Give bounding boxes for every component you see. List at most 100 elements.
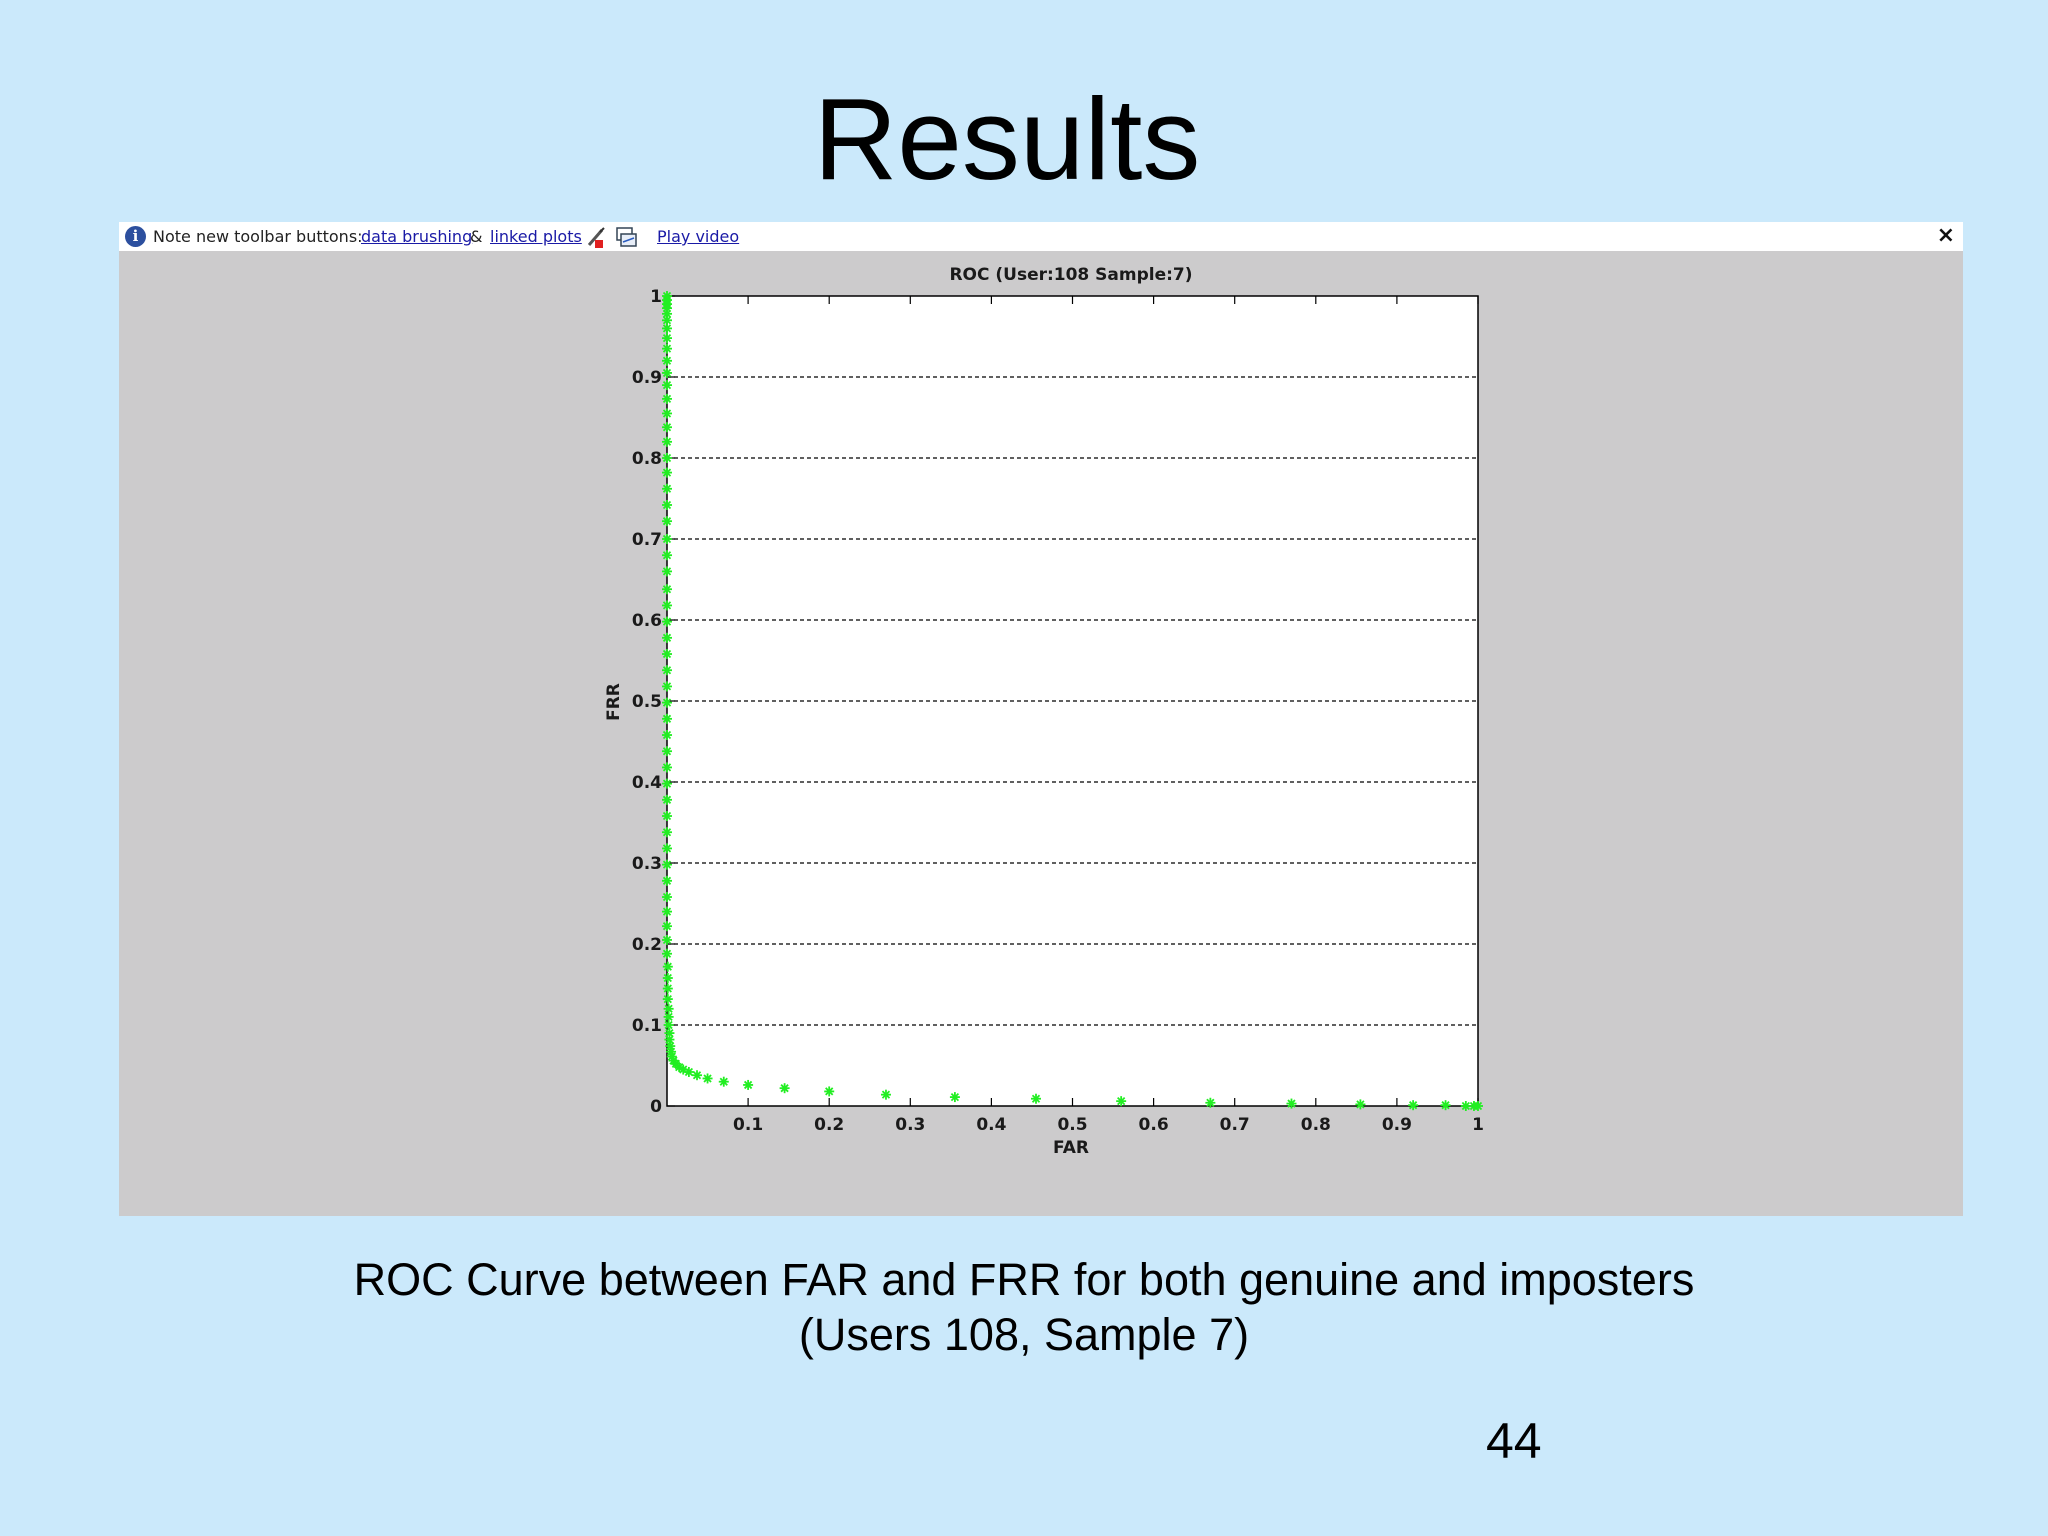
caption-line-2: (Users 108, Sample 7) [798, 1309, 1250, 1360]
roc-point [662, 380, 672, 391]
roc-point [662, 566, 672, 577]
roc-point [662, 983, 673, 994]
y-tick-label: 0.7 [632, 530, 662, 550]
toolbar-ampersand: & [470, 227, 483, 246]
roc-point [663, 1020, 674, 1030]
x-tick-label: 0.5 [1057, 1115, 1087, 1135]
roc-point [662, 697, 672, 708]
roc-point [1440, 1100, 1451, 1111]
roc-point [683, 1066, 694, 1077]
roc-point [1116, 1096, 1127, 1107]
roc-point [662, 921, 672, 932]
roc-point [662, 811, 672, 822]
roc-markers [662, 291, 1483, 1111]
roc-point [662, 616, 672, 627]
play-video-link[interactable]: Play video [657, 227, 740, 246]
roc-point [663, 1011, 674, 1022]
info-icon: i [125, 226, 146, 247]
x-tick-labels: 0.1 0.2 0.3 0.4 0.5 0.6 0.7 0.8 0.9 1 [733, 1115, 1484, 1135]
roc-point [1286, 1098, 1297, 1109]
roc-point [662, 713, 672, 724]
y-tick-label: 0.8 [632, 449, 662, 469]
roc-point [702, 1073, 713, 1084]
y-axis-label: FRR [604, 683, 624, 721]
roc-point [662, 584, 672, 595]
roc-point [662, 323, 672, 334]
roc-point [662, 948, 672, 959]
linked-plots-icon[interactable] [614, 225, 638, 249]
roc-point [662, 906, 672, 917]
roc-point [662, 600, 672, 611]
roc-point [662, 681, 672, 692]
y-tick-label: 0.4 [632, 773, 662, 793]
roc-point [662, 778, 672, 789]
y-tick-label: 0.9 [632, 368, 662, 388]
roc-point [662, 367, 672, 378]
roc-point [662, 730, 672, 741]
y-tick-label: 0.2 [632, 935, 662, 955]
x-tick-label: 0.2 [814, 1115, 844, 1135]
x-tick-label: 1 [1472, 1115, 1484, 1135]
roc-point [662, 534, 672, 544]
roc-point [662, 973, 673, 984]
roc-point [662, 499, 672, 510]
roc-point [662, 961, 673, 972]
x-tick-label: 0.9 [1382, 1115, 1412, 1135]
roc-point [662, 393, 672, 404]
roc-point [662, 516, 672, 527]
roc-point [692, 1070, 703, 1081]
y-tick-labels: 0 0.1 0.2 0.3 0.4 0.5 0.6 0.7 0.8 0.9 1 [632, 287, 662, 1117]
data-brush-icon[interactable] [583, 225, 607, 249]
roc-point [662, 746, 672, 757]
close-icon[interactable]: × [1936, 223, 1955, 248]
toolbar-note-text: Note new toolbar buttons: [153, 227, 363, 246]
roc-point [662, 762, 672, 773]
roc-point [880, 1089, 891, 1100]
x-tick-label: 0.1 [733, 1115, 763, 1135]
roc-point [1473, 1101, 1483, 1111]
y-tick-label: 0 [650, 1097, 662, 1117]
data-brushing-link[interactable]: data brushing [361, 227, 473, 246]
toolbar-notification-bar: i Note new toolbar buttons: data brushin… [119, 222, 1963, 251]
x-tick-label: 0.8 [1301, 1115, 1331, 1135]
roc-plot: ROC (User:108 Sample:7) 0.1 0.2 0.3 0.4 0.5 0… [604, 265, 1484, 1158]
roc-point [779, 1083, 790, 1094]
x-tick-label: 0.3 [895, 1115, 925, 1135]
roc-point [1031, 1093, 1042, 1104]
y-tick-label: 0.1 [632, 1016, 662, 1036]
roc-point [662, 827, 672, 838]
slide-title: Results [813, 74, 1201, 204]
roc-point [662, 453, 672, 463]
roc-point [662, 343, 672, 354]
roc-point [949, 1092, 960, 1103]
roc-point [662, 649, 672, 660]
roc-point [662, 934, 672, 945]
caption-line-1: ROC Curve between FAR and FRR for both g… [353, 1254, 1695, 1305]
roc-point [824, 1086, 835, 1097]
roc-point [662, 467, 672, 478]
roc-point [662, 632, 672, 643]
roc-point [1355, 1099, 1366, 1110]
roc-point [662, 665, 672, 676]
chart-title: ROC (User:108 Sample:7) [949, 265, 1192, 285]
roc-point [662, 408, 672, 419]
y-tick-label: 0.6 [632, 611, 662, 631]
roc-point [662, 422, 672, 433]
roc-point [662, 333, 672, 344]
page-number: 44 [1486, 1413, 1542, 1469]
roc-point [718, 1076, 729, 1087]
roc-point [662, 436, 672, 447]
roc-point [1460, 1101, 1471, 1111]
roc-point [662, 875, 672, 886]
roc-point [743, 1079, 754, 1090]
roc-point [662, 892, 672, 903]
x-tick-label: 0.7 [1220, 1115, 1250, 1135]
roc-point [662, 483, 672, 494]
y-tick-label: 0.5 [632, 692, 662, 712]
linked-plots-link[interactable]: linked plots [490, 227, 582, 246]
x-axis-label: FAR [1053, 1138, 1089, 1158]
roc-point [662, 794, 672, 805]
roc-point [662, 550, 672, 561]
y-tick-label: 0.3 [632, 854, 662, 874]
matlab-figure-window: i Note new toolbar buttons: data brushin… [119, 222, 1963, 1216]
